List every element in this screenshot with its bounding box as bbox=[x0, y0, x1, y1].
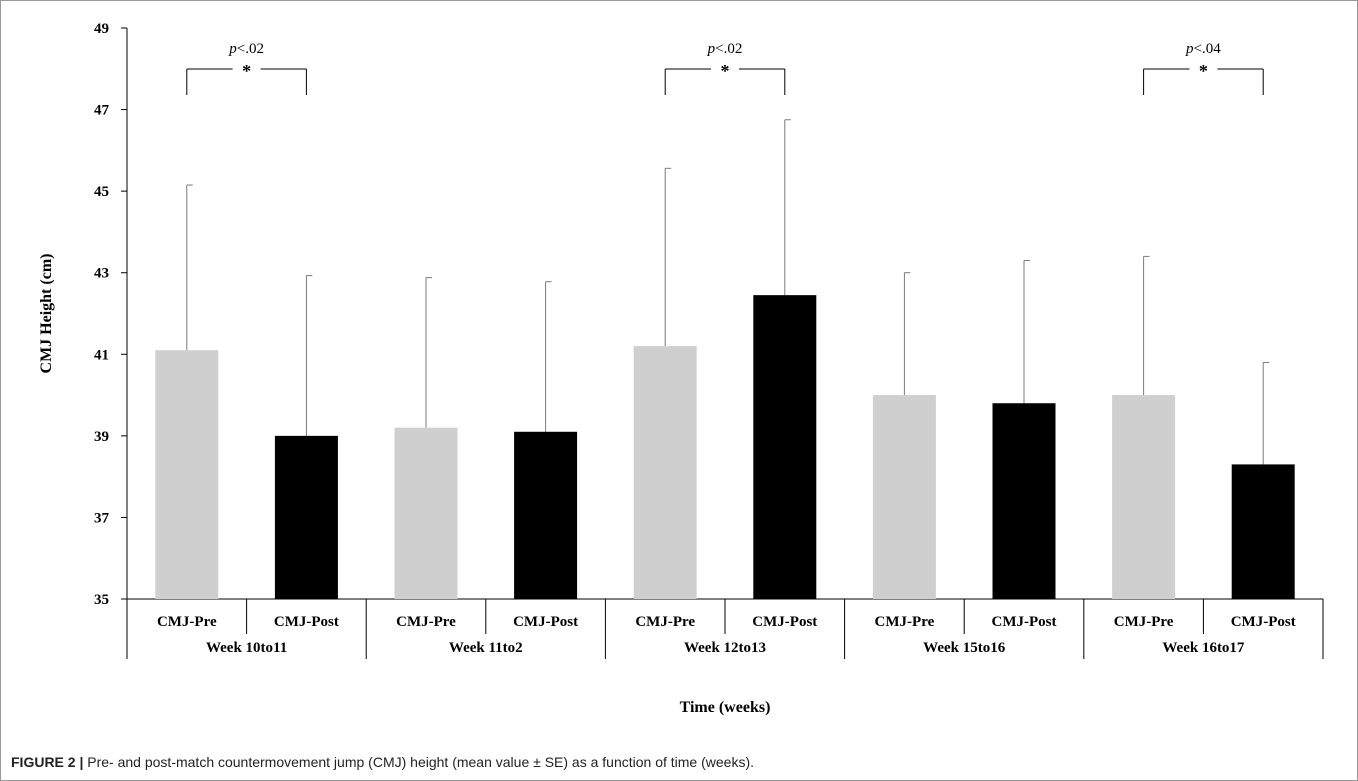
bar-cmj-post bbox=[514, 431, 578, 599]
bar-cmj-pre bbox=[633, 346, 697, 599]
y-tick-label: 41 bbox=[94, 347, 109, 363]
bar-cmj-post bbox=[753, 295, 817, 599]
y-tick-label: 39 bbox=[94, 429, 109, 445]
p-symbol: p bbox=[1185, 41, 1194, 57]
significance-annotations: *p<.02*p<.02*p<.04 bbox=[186, 41, 1264, 95]
bars bbox=[155, 295, 1295, 599]
bar-cmj-post bbox=[1231, 464, 1295, 599]
category-label: CMJ-Pre bbox=[396, 614, 456, 630]
y-axis-title: CMJ Height (cm) bbox=[38, 254, 55, 374]
p-value-label: p<.02 bbox=[228, 41, 264, 57]
p-threshold: <.04 bbox=[1194, 41, 1222, 57]
group-label: Week 12to13 bbox=[684, 640, 766, 656]
group-label: Week 10to11 bbox=[206, 640, 287, 656]
category-label: CMJ-Pre bbox=[1114, 614, 1174, 630]
significance-asterisk: * bbox=[721, 61, 730, 81]
p-symbol: p bbox=[228, 41, 237, 57]
y-tick-label: 43 bbox=[94, 266, 109, 282]
group-label: Week 11to2 bbox=[449, 640, 523, 656]
category-label: CMJ-Pre bbox=[635, 614, 695, 630]
y-tick-label: 35 bbox=[94, 592, 109, 608]
category-label: CMJ-Post bbox=[752, 614, 817, 630]
bar-cmj-pre bbox=[155, 350, 219, 599]
bar-cmj-pre bbox=[394, 427, 458, 599]
category-label: CMJ-Pre bbox=[157, 614, 217, 630]
category-label: CMJ-Post bbox=[513, 614, 578, 630]
p-value-label: p<.04 bbox=[1185, 41, 1221, 57]
group-label: Week 16to17 bbox=[1162, 640, 1245, 656]
figure-label: FIGURE 2 | bbox=[11, 754, 84, 770]
y-tick-label: 45 bbox=[94, 184, 109, 200]
p-threshold: <.02 bbox=[237, 41, 264, 57]
y-tick-label: 37 bbox=[94, 510, 110, 526]
p-symbol: p bbox=[707, 41, 716, 57]
category-label: CMJ-Pre bbox=[875, 614, 935, 630]
category-label: CMJ-Post bbox=[992, 614, 1057, 630]
category-label: CMJ-Post bbox=[1231, 614, 1296, 630]
x-axis-title: Time (weeks) bbox=[680, 699, 771, 716]
bar-cmj-pre bbox=[1112, 395, 1176, 599]
significance-asterisk: * bbox=[242, 61, 251, 81]
axis-labels: CMJ-Pre CMJ-Pre CMJ-Pre CMJ-Pre CMJ-Pre CMJ-P… bbox=[38, 254, 1296, 716]
significance-asterisk: * bbox=[1199, 61, 1208, 81]
y-tick-label: 47 bbox=[94, 103, 110, 119]
p-threshold: <.02 bbox=[715, 41, 742, 57]
y-tick-label: 49 bbox=[94, 21, 109, 37]
bar-cmj-pre bbox=[872, 395, 936, 599]
error-bars bbox=[186, 119, 1270, 465]
category-label: CMJ-Post bbox=[274, 614, 339, 630]
bar-cmj-post bbox=[274, 435, 338, 599]
figure-caption-text: Pre- and post-match countermovement jump… bbox=[87, 754, 754, 770]
figure-caption: FIGURE 2 | Pre- and post-match countermo… bbox=[11, 754, 754, 770]
group-label: Week 15to16 bbox=[923, 640, 1006, 656]
p-value-label: p<.02 bbox=[707, 41, 743, 57]
bar-cmj-post bbox=[992, 403, 1056, 599]
